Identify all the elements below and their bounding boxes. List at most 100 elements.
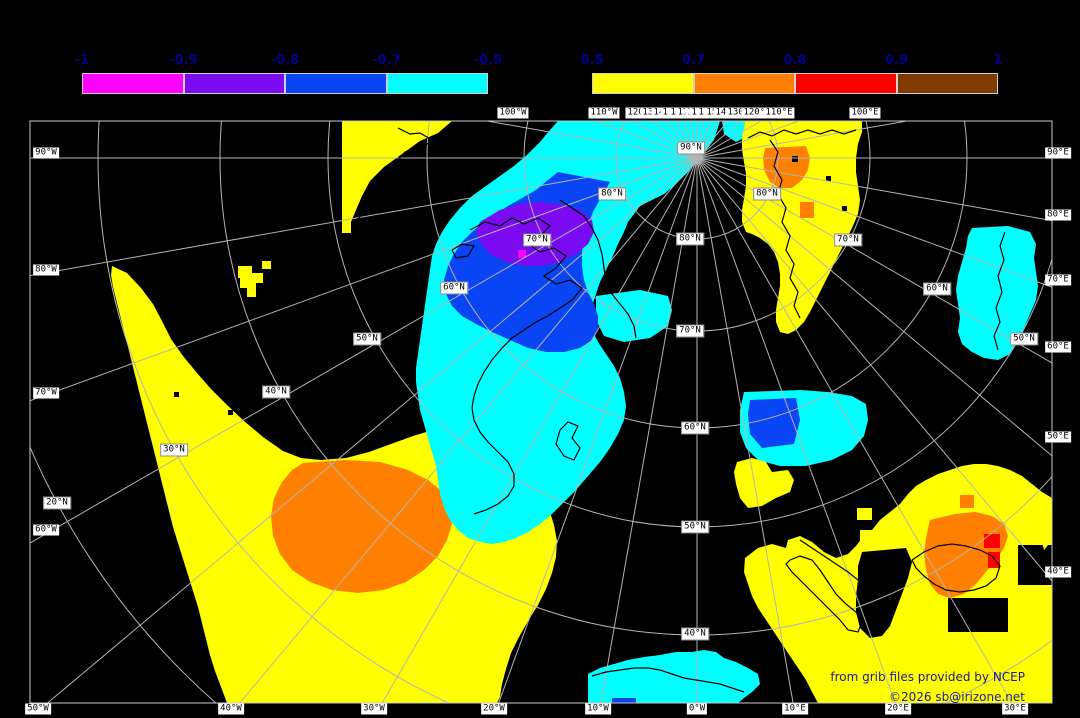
region-siberia-island-dot-a xyxy=(792,156,798,162)
colorbar-tick-positive-1: 0.7 xyxy=(681,53,706,68)
colorbar-segment-cyan xyxy=(386,73,488,94)
coastline-adriatic-coast xyxy=(799,539,859,581)
coastline-caspian-coast xyxy=(993,231,1006,351)
region-alaska-positive xyxy=(342,121,452,233)
region-morocco-negative-inner xyxy=(612,698,636,703)
region-east-siberia-positive-core xyxy=(763,146,810,188)
colorbar-segment-orange xyxy=(693,73,795,94)
coastline-north-africa-coast xyxy=(591,667,745,693)
graticule-meridian-20 xyxy=(696,157,896,703)
graticule-meridian-50 xyxy=(696,157,1052,457)
edge-label-bottom-7: 20°E xyxy=(885,703,911,715)
graticule-meridian-60 xyxy=(696,157,1052,364)
edge-label-right-3: 60°E xyxy=(1045,341,1071,353)
graticule-meridian--40 xyxy=(239,157,698,703)
graticule-meridian--80 xyxy=(30,157,698,277)
graticule-meridian--70 xyxy=(30,157,698,402)
coastline-scandinavia-coast xyxy=(559,199,637,339)
edge-label-top-0: 100°W xyxy=(497,107,529,119)
latitude-label-6: 70°N xyxy=(834,233,862,247)
region-north-africa-negative xyxy=(588,650,760,703)
region-norwegian-sea-negative-bump xyxy=(596,290,672,342)
coastline-siberia-coast xyxy=(747,129,857,139)
region-siberia-island-dot-b xyxy=(826,176,831,181)
region-right-edge-positive-fragment xyxy=(1040,528,1052,550)
edge-label-bottom-5: 0°W xyxy=(686,703,708,715)
colorbar-tick-positive-3: 0.9 xyxy=(884,53,909,68)
edge-label-bottom-2: 30°W xyxy=(361,703,387,715)
edge-label-bottom-4: 10°W xyxy=(585,703,611,715)
graticule-meridian-10 xyxy=(696,157,794,703)
region-barents-negative-inner xyxy=(748,398,800,448)
latitude-label-2: 80°N xyxy=(676,232,704,246)
region-east-siberia-positive-core-b xyxy=(800,202,814,218)
colorbar-tick-positive-2: 0.8 xyxy=(783,53,807,68)
colorbar-segment-magenta xyxy=(82,73,184,94)
colorbar-segment-violet xyxy=(183,73,285,94)
coastline-iceland-coast xyxy=(451,243,475,259)
region-canadian-arctic-positive-a xyxy=(238,266,263,297)
region-caucasus-positive-bit xyxy=(960,495,974,508)
latitude-label-7: 60°N xyxy=(440,281,468,295)
edge-label-right-1: 80°E xyxy=(1045,209,1071,221)
colorbar-segment-red xyxy=(795,73,897,94)
edge-label-left-0: 90°W xyxy=(33,147,59,159)
edge-label-left-3: 60°W xyxy=(33,524,59,536)
edge-label-bottom-8: 30°E xyxy=(1002,703,1028,715)
region-canadian-arctic-positive-b xyxy=(262,261,271,269)
region-black-sea-positive-core xyxy=(924,512,1008,598)
colorbar-tick-negative-2: -0.8 xyxy=(270,53,300,68)
coastline-italy-coast xyxy=(785,555,863,633)
edge-label-bottom-0: 50°W xyxy=(25,703,51,715)
latitude-label-3: 80°N xyxy=(753,187,781,201)
region-right-edge-masked-hole xyxy=(1018,545,1052,585)
credit-source-text: from grib files provided by NCEP xyxy=(830,670,1025,684)
edge-label-bottom-6: 10°E xyxy=(782,703,808,715)
region-north-atlantic-positive-core xyxy=(271,460,452,593)
edge-label-right-4: 50°E xyxy=(1045,431,1071,443)
latitude-label-10: 50°N xyxy=(353,332,381,346)
graticule-meridian-40 xyxy=(696,157,1052,582)
latitude-label-12: 50°N xyxy=(1010,332,1038,346)
graticule-meridian--20 xyxy=(498,157,698,703)
latitude-label-13: 40°N xyxy=(262,385,290,399)
region-atlantic-island-dot-a xyxy=(174,392,179,397)
colorbar-tick-positive-0: 0.5 xyxy=(580,53,604,68)
edge-label-top-13: 130°E xyxy=(725,107,757,119)
colorbar-tick-negative-1: -0.9 xyxy=(169,53,198,68)
colorbar-positive xyxy=(592,73,998,94)
latitude-label-15: 30°N xyxy=(160,443,188,457)
colorbar-negative xyxy=(82,73,488,94)
graticule-meridian-70 xyxy=(696,157,1052,288)
region-siberia-island-dot-c xyxy=(842,206,847,211)
latitude-label-4: 70°N xyxy=(523,233,551,247)
region-pontic-masked-hole xyxy=(948,598,1008,632)
coastline-black-sea-coast xyxy=(911,543,1001,593)
edge-label-right-2: 70°E xyxy=(1045,274,1071,286)
latitude-label-0: 90°N xyxy=(677,141,705,155)
edge-label-right-0: 90°E xyxy=(1045,147,1071,159)
colorbar-segment-blue xyxy=(285,73,387,94)
region-atlantic-island-dot-b xyxy=(228,410,233,415)
graticule-meridian--30 xyxy=(381,157,698,703)
latitude-label-8: 60°N xyxy=(681,421,709,435)
map-frame xyxy=(29,120,1053,704)
edge-label-bottom-3: 20°W xyxy=(481,703,507,715)
region-balkan-blacksea-masked-hole xyxy=(856,548,912,638)
edge-label-bottom-1: 40°W xyxy=(218,703,244,715)
edge-label-left-2: 70°W xyxy=(33,387,59,399)
graticule-meridian-30 xyxy=(696,157,1013,703)
edge-label-top-16: 100°E xyxy=(849,107,881,119)
graticule-meridian--50 xyxy=(46,157,698,703)
edge-label-top-15: 110°E xyxy=(763,107,795,119)
latitude-label-16: 20°N xyxy=(43,496,71,510)
latitude-label-9: 60°N xyxy=(923,282,951,296)
graticule-meridian-80 xyxy=(696,157,1052,222)
colorbar-segment-yellow xyxy=(592,73,694,94)
graticule-meridian--10 xyxy=(600,157,698,703)
coastline-greenland-coast xyxy=(469,217,583,515)
graticule-meridian-100 xyxy=(696,121,910,159)
coastline-uk-coast xyxy=(555,421,581,461)
